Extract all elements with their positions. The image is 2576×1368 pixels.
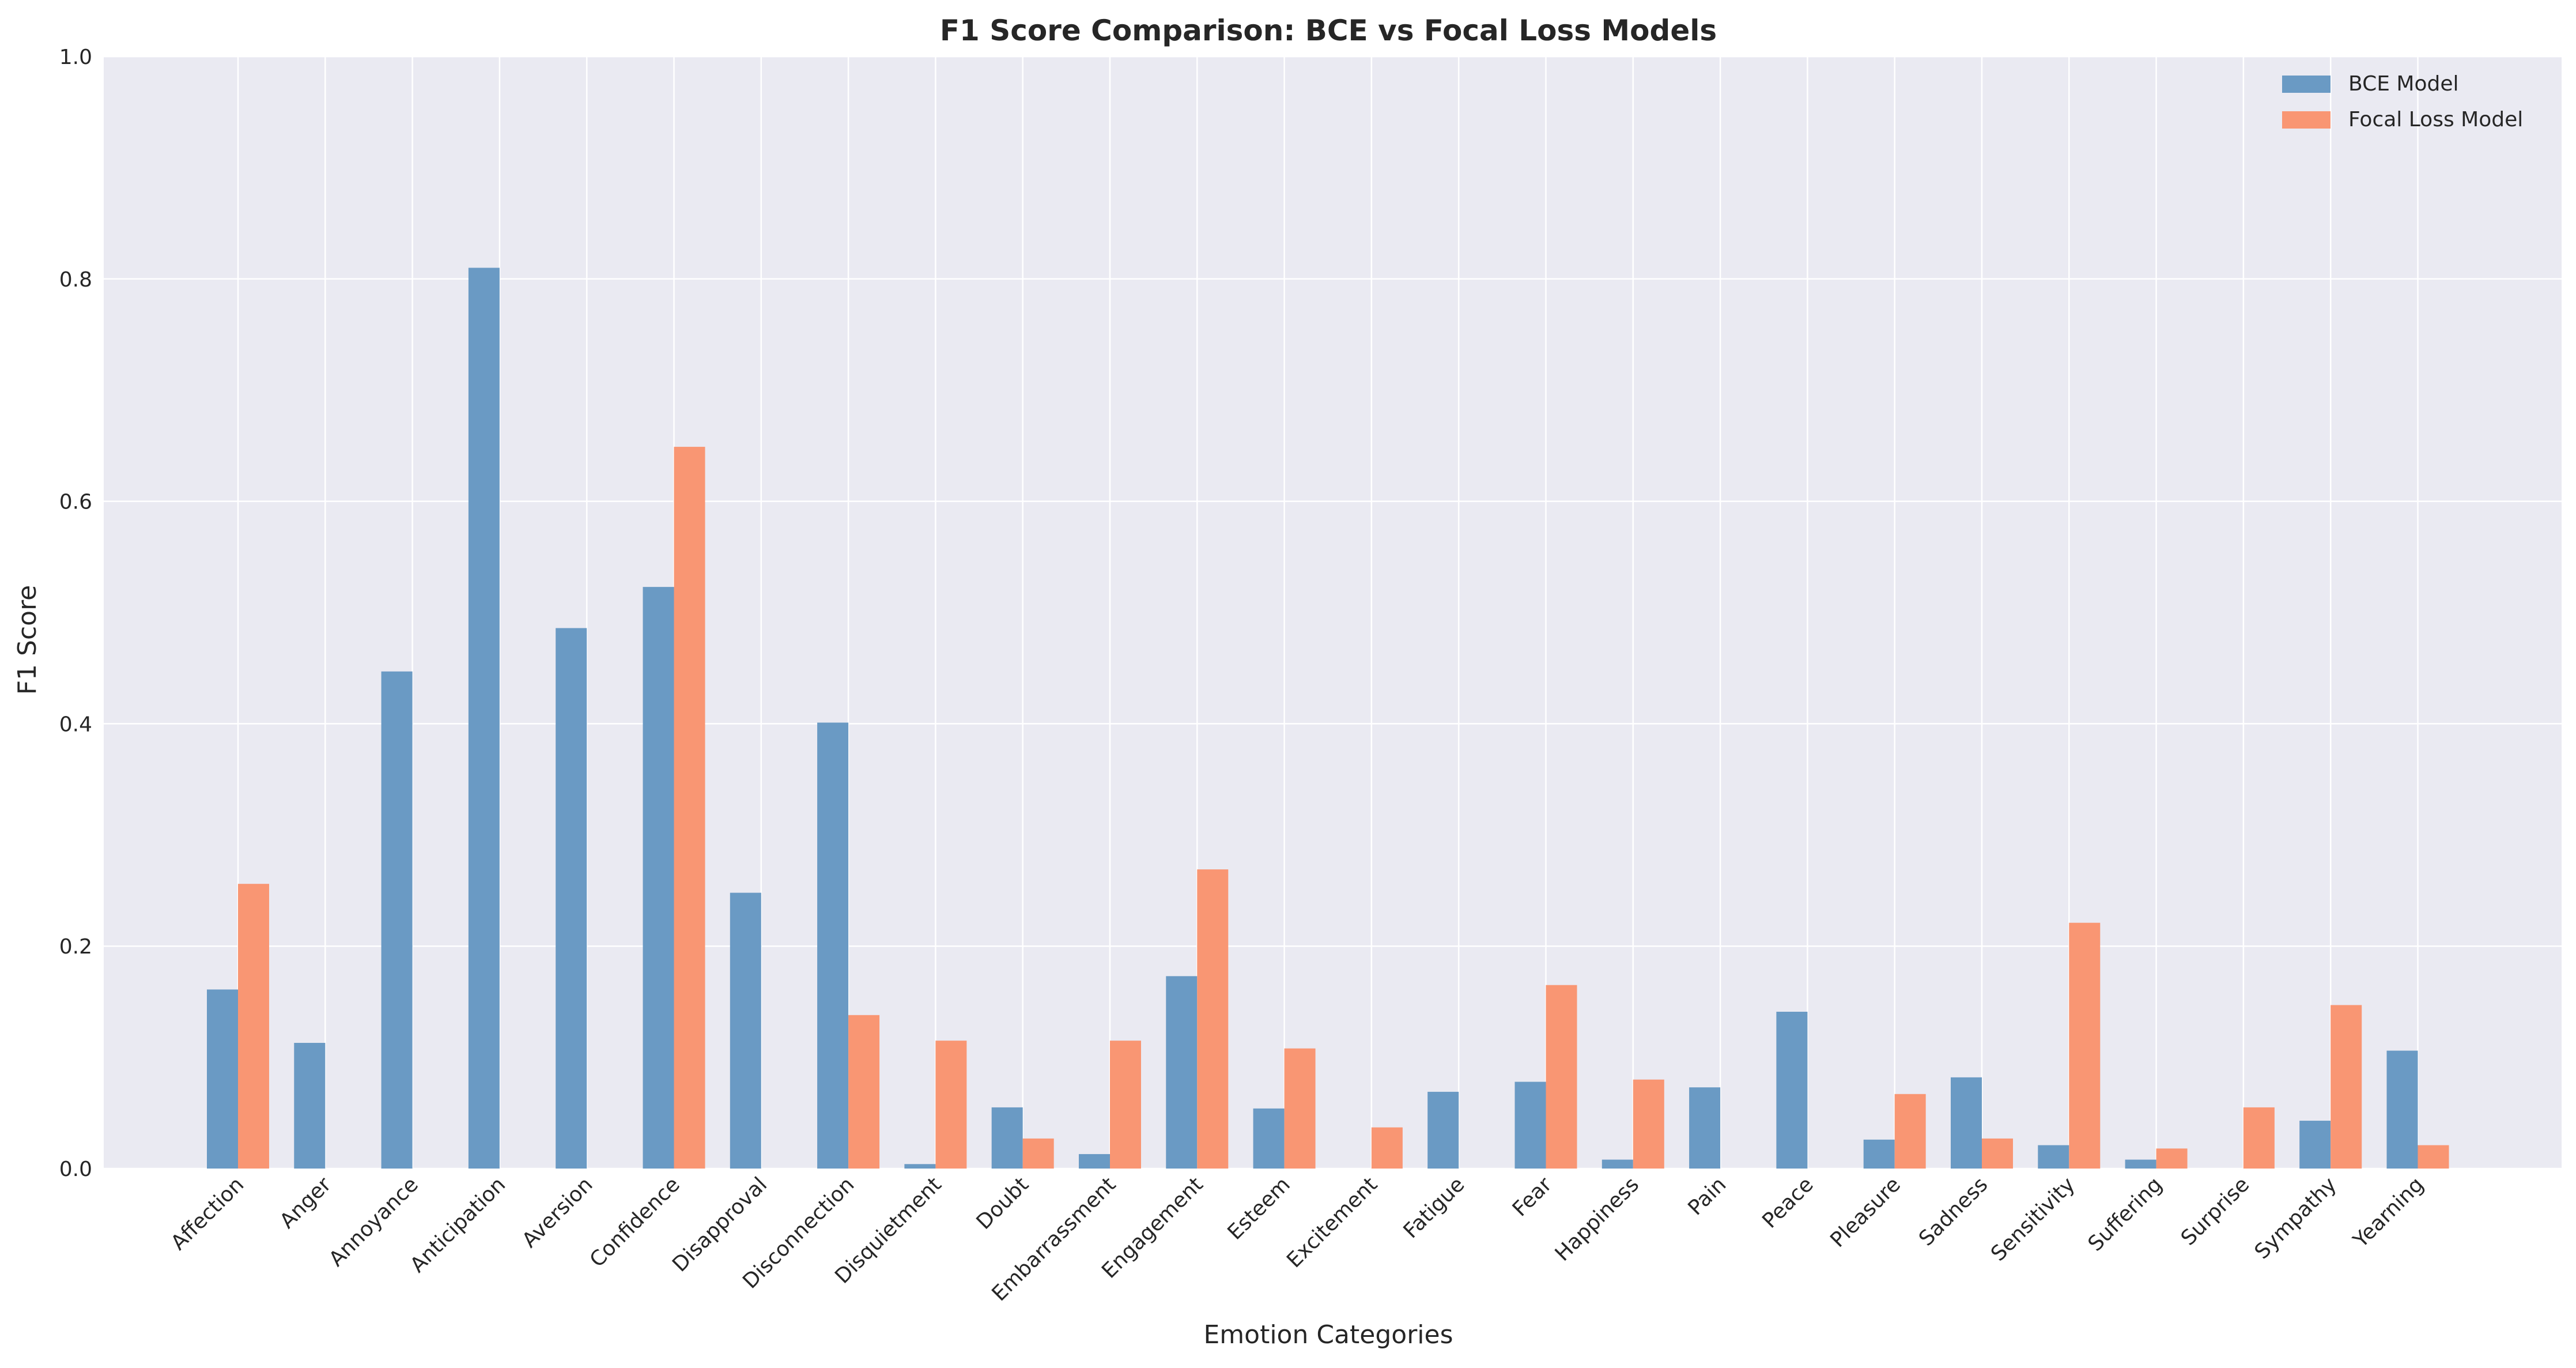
focal-loss-bar-happiness <box>1633 1079 1664 1169</box>
y-tick-label: 1.0 <box>59 46 92 69</box>
y-tick-label: 0.4 <box>59 713 92 736</box>
legend: BCE Model Focal Loss Model <box>2282 72 2523 131</box>
y-tick-label: 0.2 <box>59 935 92 959</box>
focal-loss-bar-esteem <box>1284 1048 1316 1169</box>
focal-loss-bar-doubt <box>1022 1138 1054 1169</box>
bce-bar-happiness <box>1601 1159 1633 1169</box>
plot-background <box>104 56 2562 1169</box>
y-tick-label: 0.0 <box>59 1158 92 1181</box>
focal-loss-bar-sadness <box>1982 1138 2013 1169</box>
bce-bar-aversion <box>556 628 587 1169</box>
focal-loss-bar-sympathy <box>2331 1005 2362 1169</box>
bce-bar-sensitivity <box>2038 1145 2069 1169</box>
focal-loss-bar-confidence <box>674 447 705 1169</box>
bce-bar-annoyance <box>381 671 413 1169</box>
legend-swatch-focal-loss <box>2282 111 2331 129</box>
chart-title: F1 Score Comparison: BCE vs Focal Loss M… <box>940 14 1717 47</box>
bce-bar-engagement <box>1166 976 1198 1169</box>
y-tick-label: 0.6 <box>59 491 92 514</box>
bce-bar-affection <box>207 989 238 1169</box>
bce-bar-sadness <box>1951 1077 1982 1169</box>
y-tick-label: 0.8 <box>59 268 92 292</box>
focal-loss-bar-sensitivity <box>2069 922 2101 1169</box>
y-axis-label: F1 Score <box>13 585 42 695</box>
bce-bar-suffering <box>2125 1159 2156 1169</box>
bce-bar-disconnection <box>817 722 849 1169</box>
focal-loss-bar-disquietment <box>935 1041 967 1169</box>
bce-bar-esteem <box>1253 1108 1285 1169</box>
legend-swatch-bce <box>2282 76 2331 93</box>
bar-group <box>207 267 2449 1169</box>
focal-loss-bar-yearning <box>2418 1145 2449 1169</box>
bce-bar-disapproval <box>730 892 761 1169</box>
legend-label-focal-loss: Focal Loss Model <box>2348 108 2523 131</box>
bce-bar-anticipation <box>468 267 500 1169</box>
focal-loss-bar-fear <box>1546 985 1577 1169</box>
focal-loss-bar-engagement <box>1197 869 1229 1169</box>
focal-loss-bar-suffering <box>2156 1148 2188 1169</box>
bce-bar-embarrassment <box>1079 1154 1110 1169</box>
bce-bar-confidence <box>643 587 674 1169</box>
bce-bar-peace <box>1776 1012 1808 1169</box>
bce-bar-anger <box>294 1043 326 1169</box>
y-axis-ticks: 0.0 0.2 0.4 0.6 0.8 1.0 <box>59 46 92 1181</box>
bce-bar-sympathy <box>2299 1121 2331 1169</box>
x-axis-label: Emotion Categories <box>1203 1320 1453 1350</box>
focal-loss-bar-excitement <box>1371 1127 1403 1169</box>
legend-label-bce: BCE Model <box>2348 72 2458 96</box>
bce-bar-pain <box>1689 1087 1721 1169</box>
bce-bar-doubt <box>991 1107 1023 1169</box>
bce-bar-disquietment <box>904 1164 936 1169</box>
focal-loss-bar-disconnection <box>848 1015 880 1169</box>
bce-bar-fatigue <box>1427 1091 1459 1169</box>
bce-bar-pleasure <box>1863 1139 1895 1169</box>
focal-loss-bar-pleasure <box>1894 1094 1926 1169</box>
focal-loss-bar-embarrassment <box>1110 1041 1141 1169</box>
focal-loss-bar-surprise <box>2243 1107 2275 1169</box>
focal-loss-bar-affection <box>238 884 269 1169</box>
bce-bar-fear <box>1514 1081 1546 1169</box>
bce-bar-yearning <box>2386 1050 2418 1169</box>
